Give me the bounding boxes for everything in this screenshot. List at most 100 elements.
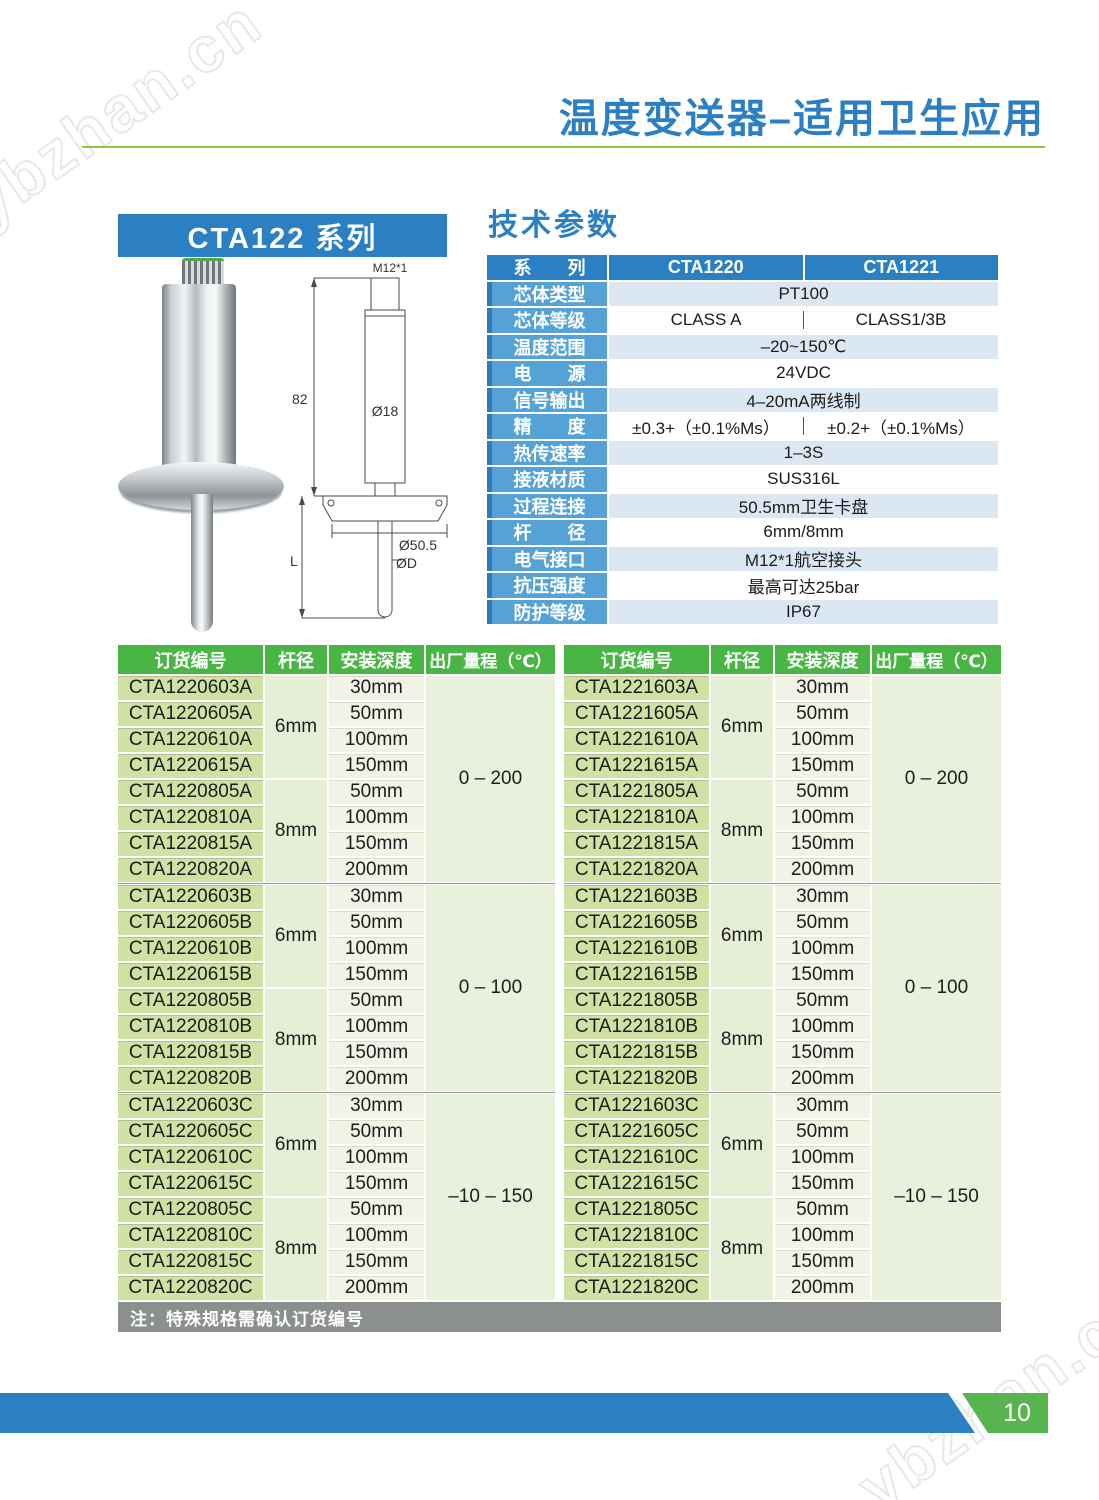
- install-depth-cell: 100mm: [775, 1015, 870, 1039]
- spec-row: 温度范围 –20~150℃: [487, 334, 998, 359]
- order-code-cell: CTA1221603A: [564, 676, 709, 700]
- rod-diameter-cell: 6mm: [265, 885, 327, 987]
- install-depth-cell: 30mm: [329, 676, 424, 700]
- order-table-cta1220: 订货编号 杆径 安装深度 出厂量程（℃） 6mm CTA1220603A 30mm CTA12…: [118, 645, 555, 1300]
- spec-value: CLASS1/3B: [855, 310, 947, 330]
- factory-range-cell: –10 – 150: [872, 1094, 1001, 1300]
- order-code-cell: CTA1221615B: [564, 963, 709, 987]
- install-depth-cell: 100mm: [775, 1224, 870, 1248]
- rod-diameter-cell: 6mm: [711, 676, 773, 778]
- order-code-cell: CTA1220615C: [118, 1172, 263, 1196]
- install-depth-cell: 50mm: [775, 911, 870, 935]
- spec-row: 芯体类型 PT100: [487, 281, 998, 306]
- spec-row: 杆 径 6mm/8mm: [487, 520, 998, 545]
- spec-label: 杆 径: [487, 520, 607, 545]
- order-code-cell: CTA1220805C: [118, 1198, 263, 1222]
- group-divider: [118, 1092, 555, 1093]
- group-divider: [118, 883, 555, 884]
- spec-header-series-1: CTA1220: [609, 255, 803, 280]
- install-depth-cell: 200mm: [329, 1067, 424, 1091]
- install-depth-cell: 150mm: [775, 1250, 870, 1274]
- spec-value: IP67: [609, 599, 998, 624]
- rod-diameter-cell: 6mm: [711, 1094, 773, 1196]
- dim-height-label: 82: [292, 391, 308, 407]
- order-code-cell: CTA1221820A: [564, 858, 709, 882]
- order-section: 订货编号 杆径 安装深度 出厂量程（℃） 6mm CTA1220603A 30mm CTA12…: [118, 645, 1001, 1332]
- order-code-cell: CTA1220603A: [118, 676, 263, 700]
- order-code-cell: CTA1221820C: [564, 1276, 709, 1300]
- order-code-cell: CTA1220815A: [118, 832, 263, 856]
- rod-diameter-cell: 8mm: [711, 989, 773, 1091]
- order-code-cell: CTA1220615B: [118, 963, 263, 987]
- install-depth-cell: 100mm: [329, 728, 424, 752]
- page-number: 10: [1003, 1398, 1031, 1427]
- column-header: 杆径: [265, 645, 327, 674]
- install-depth-cell: 200mm: [775, 858, 870, 882]
- rod-diameter-cell: 8mm: [711, 780, 773, 882]
- value-divider: [803, 417, 804, 436]
- spec-label: 接液材质: [487, 467, 607, 492]
- spec-row: 精 度 ±0.3+（±0.1%Ms） ±0.2+（±0.1%Ms）: [487, 414, 998, 439]
- dim-probe-diameter-label: ØD: [396, 555, 417, 571]
- spec-value: PT100: [609, 281, 998, 306]
- order-code-cell: CTA1220820B: [118, 1067, 263, 1091]
- factory-range-cell: 0 – 200: [872, 676, 1001, 882]
- install-depth-cell: 150mm: [775, 1172, 870, 1196]
- spec-label: 芯体等级: [487, 308, 607, 333]
- factory-range-cell: –10 – 150: [426, 1094, 555, 1300]
- order-code-cell: CTA1220610C: [118, 1146, 263, 1170]
- spec-table: 系 列 CTA1220 CTA1221 芯体类型 PT100 芯体等级 CLAS…: [487, 255, 998, 626]
- rod-diameter-cell: 8mm: [265, 1198, 327, 1300]
- order-code-cell: CTA1220805B: [118, 989, 263, 1013]
- spec-header-series-2: CTA1221: [804, 255, 998, 280]
- spec-label: 过程连接: [487, 493, 607, 518]
- product-photo-body: [162, 284, 236, 482]
- column-header: 订货编号: [118, 645, 263, 674]
- dim-clamp-diameter-label: Ø50.5: [399, 537, 437, 553]
- order-code-cell: CTA1220605A: [118, 702, 263, 726]
- install-depth-cell: 150mm: [329, 1041, 424, 1065]
- note-bar: 注：特殊规格需确认订货编号: [118, 1302, 1001, 1332]
- factory-range-cell: 0 – 100: [872, 885, 1001, 1091]
- order-code-cell: CTA1221810B: [564, 1015, 709, 1039]
- rod-diameter-cell: 6mm: [265, 1094, 327, 1196]
- install-depth-cell: 150mm: [329, 1172, 424, 1196]
- group-divider: [564, 1092, 1001, 1093]
- spec-label: 芯体类型: [487, 281, 607, 306]
- install-depth-cell: 150mm: [329, 754, 424, 778]
- dimension-drawing: M12*1 Ø18 Ø50.5 ØD 82: [290, 261, 448, 619]
- spec-label: 信号输出: [487, 387, 607, 412]
- spec-row: 防护等级 IP67: [487, 599, 998, 624]
- spec-value: M12*1航空接头: [609, 546, 998, 571]
- column-header: 安装深度: [329, 645, 424, 674]
- spec-label: 热传速率: [487, 440, 607, 465]
- install-depth-cell: 150mm: [775, 1041, 870, 1065]
- dim-thread-label: M12*1: [373, 261, 408, 275]
- order-code-cell: CTA1221810C: [564, 1224, 709, 1248]
- spec-row: 电气接口 M12*1航空接头: [487, 546, 998, 571]
- series-banner: CTA122 系列: [118, 214, 447, 257]
- spec-value: 24VDC: [776, 363, 831, 383]
- spec-row: 过程连接 50.5mm卫生卡盘: [487, 493, 998, 518]
- install-depth-cell: 50mm: [329, 1120, 424, 1144]
- order-code-cell: CTA1221820B: [564, 1067, 709, 1091]
- order-code-cell: CTA1220605C: [118, 1120, 263, 1144]
- install-depth-cell: 100mm: [329, 937, 424, 961]
- spec-row: 热传速率 1–3S: [487, 440, 998, 465]
- factory-range-cell: 0 – 100: [426, 885, 555, 1091]
- install-depth-cell: 150mm: [329, 832, 424, 856]
- install-depth-cell: 100mm: [329, 1224, 424, 1248]
- spec-value: 50.5mm卫生卡盘: [609, 493, 998, 518]
- column-header: 出厂量程（℃）: [426, 645, 555, 674]
- column-header: 安装深度: [775, 645, 870, 674]
- spec-value: ±0.2+（±0.1%Ms）: [827, 418, 975, 438]
- spec-label: 防护等级: [487, 599, 607, 624]
- page-number-tab: 10: [962, 1393, 1048, 1433]
- spec-value: 最高可达25bar: [747, 577, 860, 597]
- order-code-cell: CTA1220805A: [118, 780, 263, 804]
- column-header: 出厂量程（℃）: [872, 645, 1001, 674]
- product-visual: M12*1 Ø18 Ø50.5 ØD 82: [118, 258, 470, 640]
- install-depth-cell: 30mm: [775, 676, 870, 700]
- spec-header-label: 系 列: [487, 255, 607, 280]
- order-code-cell: CTA1221605B: [564, 911, 709, 935]
